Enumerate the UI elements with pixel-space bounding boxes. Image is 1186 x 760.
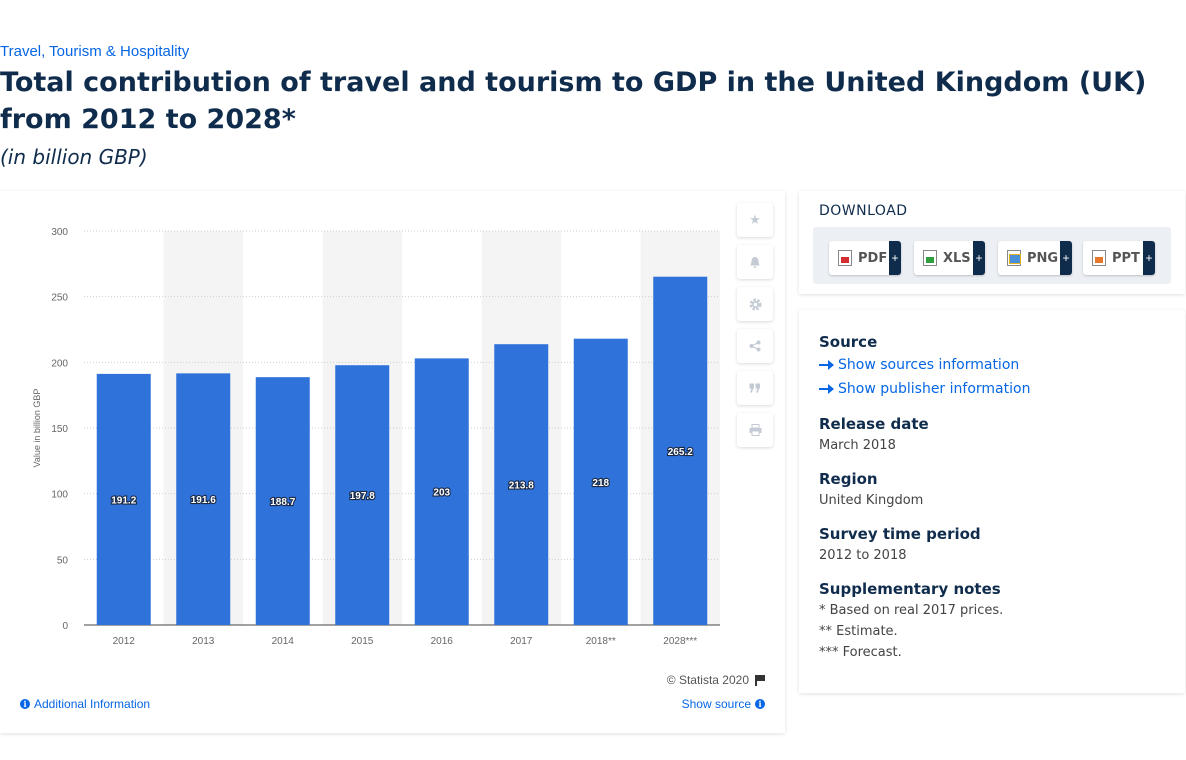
chart-card: 0 50 100 150 200 250 300 Value in billion GBP 19… [0,191,785,733]
note-3: *** Forecast. [819,645,902,660]
show-publisher-link[interactable]: Show publisher information [819,381,1030,397]
show-sources-label: Show sources information [838,357,1020,373]
x-tick-label: 2014 [272,636,295,647]
y-tick-label: 150 [51,424,68,435]
download-bar: PDF + XLS + PNG + PPT + [813,227,1171,284]
download-pdf-label: PDF [858,250,888,266]
quote-icon[interactable] [737,371,773,405]
ppt-icon [1092,250,1106,266]
info-icon: i [20,699,30,709]
download-panel: DOWNLOAD PDF + XLS + PNG + PPT + [799,191,1185,294]
show-source-link[interactable]: Show source i [682,697,765,711]
y-tick-label: 250 [51,293,68,304]
data-label: 197.8 [350,491,375,502]
release-date-heading: Release date [819,415,929,433]
y-axis-label: Value in billion GBP [32,389,42,468]
data-label: 213.8 [509,481,534,492]
info-icon: i [755,699,765,709]
show-source-label: Show source [681,697,751,711]
breadcrumb[interactable]: Travel, Tourism & Hospitality [0,43,190,60]
plus-icon[interactable]: + [889,241,901,275]
print-icon[interactable] [737,413,773,447]
download-xls-label: XLS [943,250,971,266]
supplementary-notes-heading: Supplementary notes [819,580,1001,598]
x-tick-label: 2017 [510,636,533,647]
region-heading: Region [819,470,878,488]
survey-period-heading: Survey time period [819,525,981,543]
x-tick-label: 2016 [431,636,454,647]
x-tick-label: 2013 [192,636,215,647]
y-tick-label: 0 [62,621,68,632]
release-date-value: March 2018 [819,438,896,453]
download-title: DOWNLOAD [819,203,908,219]
y-tick-label: 300 [51,227,68,238]
bell-icon[interactable] [737,245,773,279]
arrow-right-icon [819,360,834,370]
note-2: ** Estimate. [819,624,898,639]
flag-icon[interactable] [755,674,765,686]
data-label: 191.6 [191,495,216,506]
show-sources-link[interactable]: Show sources information [819,357,1019,373]
bar [653,276,708,625]
source-heading: Source [819,333,878,351]
info-panel: Source Show sources information Show pub… [799,310,1185,693]
additional-info-link[interactable]: i Additional Information [20,697,150,711]
data-label: 191.2 [111,495,136,506]
show-publisher-label: Show publisher information [838,381,1031,397]
bar [494,344,549,625]
copyright: © Statista 2020 [667,673,765,687]
bar [96,373,151,625]
plus-icon[interactable]: + [1143,241,1155,275]
bar-chart: 0 50 100 150 200 250 300 Value in billion GBP 19… [32,227,720,647]
note-1: * Based on real 2017 prices. [819,603,1004,618]
bar [255,377,310,625]
download-png-label: PNG [1027,250,1059,266]
x-tick-label: 2012 [113,636,136,647]
bar [335,365,390,625]
x-tick-label: 2028*** [663,636,697,647]
region-value: United Kingdom [819,493,924,508]
data-label: 203 [433,488,450,499]
additional-info-label: Additional Information [34,697,151,711]
y-tick-label: 50 [57,555,69,566]
copyright-text: © Statista 2020 [666,673,749,687]
x-tick-label: 2018** [586,636,616,647]
bar [573,338,628,625]
download-pdf-button[interactable]: PDF + [829,241,901,275]
data-label: 218 [592,478,609,489]
plus-icon[interactable]: + [973,241,985,275]
y-tick-label: 100 [51,490,68,501]
y-tick-label: 200 [51,358,68,369]
page-title: Total contribution of travel and tourism… [0,67,1147,135]
star-icon[interactable]: ★ [737,203,773,237]
png-icon [1007,250,1021,266]
download-png-button[interactable]: PNG + [998,241,1072,275]
download-xls-button[interactable]: XLS + [914,241,985,275]
arrow-right-icon [819,384,834,394]
plus-icon[interactable]: + [1060,241,1072,275]
data-label: 188.7 [270,497,295,508]
share-icon[interactable] [737,329,773,363]
download-ppt-button[interactable]: PPT + [1083,241,1155,275]
download-ppt-label: PPT [1112,250,1140,266]
xls-icon [923,250,937,266]
bar [414,358,469,625]
gear-icon[interactable] [737,287,773,321]
survey-period-value: 2012 to 2018 [819,548,907,563]
page-subtitle: (in billion GBP) [0,145,148,169]
x-tick-label: 2015 [351,636,374,647]
pdf-icon [838,250,852,266]
data-label: 265.2 [668,447,693,458]
chart-toolbar: ★ [737,203,773,455]
bar [176,373,231,625]
